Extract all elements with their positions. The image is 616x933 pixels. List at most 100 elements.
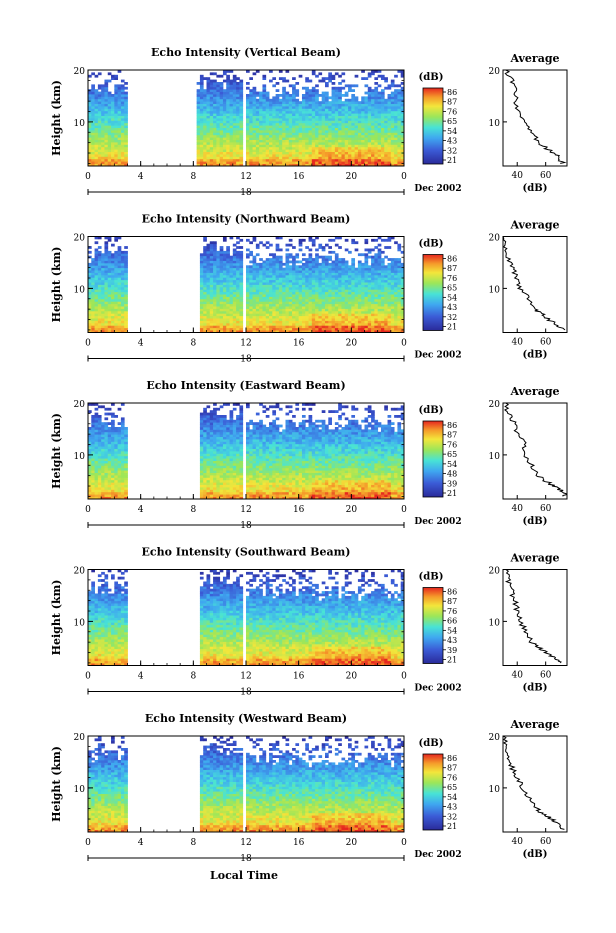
heatmap-cell bbox=[213, 94, 217, 97]
heatmap-cell bbox=[365, 128, 369, 131]
heatmap-cell bbox=[216, 94, 220, 97]
heatmap-cell bbox=[355, 328, 359, 331]
heatmap-cell bbox=[341, 106, 345, 109]
heatmap-cell bbox=[371, 99, 375, 102]
heatmap-cell bbox=[223, 92, 227, 95]
heatmap-cell bbox=[315, 111, 319, 114]
heatmap-cell bbox=[236, 313, 240, 316]
heatmap-cell bbox=[286, 263, 290, 266]
heatmap-cell bbox=[384, 80, 388, 83]
heatmap-cell bbox=[309, 294, 313, 297]
heatmap-cell bbox=[239, 156, 243, 159]
heatmap-cell bbox=[118, 306, 122, 309]
heatmap-cell bbox=[365, 106, 369, 109]
heatmap-cell bbox=[312, 135, 316, 138]
heatmap-cell bbox=[348, 116, 352, 119]
heatmap-cell bbox=[246, 311, 250, 314]
heatmap-cell bbox=[295, 304, 299, 307]
heatmap-cell bbox=[348, 123, 352, 126]
heatmap-cell bbox=[341, 125, 345, 128]
heatmap-cell bbox=[207, 282, 211, 285]
heatmap-cell bbox=[216, 323, 220, 326]
heatmap-cell bbox=[368, 149, 372, 152]
heatmap-cell bbox=[108, 106, 112, 109]
heatmap-cell bbox=[236, 268, 240, 271]
heatmap-cell bbox=[292, 120, 296, 123]
heatmap-cell bbox=[95, 287, 99, 290]
heatmap-cell bbox=[236, 323, 240, 326]
heatmap-cell bbox=[239, 282, 243, 285]
heatmap-cell bbox=[91, 313, 95, 316]
heatmap-cell bbox=[315, 108, 319, 111]
heatmap-cell bbox=[384, 87, 388, 90]
heatmap-cell bbox=[111, 261, 115, 264]
heatmap-cell bbox=[286, 104, 290, 107]
heatmap-cell bbox=[374, 101, 378, 104]
heatmap-cell bbox=[309, 321, 313, 324]
heatmap-cell bbox=[230, 118, 234, 121]
heatmap-cell bbox=[292, 94, 296, 97]
heatmap-cell bbox=[262, 120, 266, 123]
heatmap-cell bbox=[98, 140, 102, 143]
heatmap-cell bbox=[197, 154, 201, 157]
heatmap-cell bbox=[253, 294, 257, 297]
heatmap-cell bbox=[91, 306, 95, 309]
heatmap-cell bbox=[348, 301, 352, 304]
heatmap-cell bbox=[322, 275, 326, 278]
heatmap-cell bbox=[239, 294, 243, 297]
heatmap-cell bbox=[124, 289, 128, 292]
heatmap-cell bbox=[121, 130, 125, 133]
heatmap-cell bbox=[302, 152, 306, 155]
heatmap-cell bbox=[338, 292, 342, 295]
heatmap-cell bbox=[335, 89, 339, 92]
heatmap-cell bbox=[341, 108, 345, 111]
heatmap-cell bbox=[305, 77, 309, 80]
heatmap-cell bbox=[236, 123, 240, 126]
heatmap-cell bbox=[309, 239, 313, 242]
heatmap-cell bbox=[388, 246, 392, 249]
heatmap-cell bbox=[312, 111, 316, 114]
heatmap-cell bbox=[384, 120, 388, 123]
heatmap-cell bbox=[95, 316, 99, 319]
heatmap-cell bbox=[213, 101, 217, 104]
heatmap-cell bbox=[361, 154, 365, 157]
heatmap-cell bbox=[365, 118, 369, 121]
heatmap-cell bbox=[381, 135, 385, 138]
heatmap-cell bbox=[266, 241, 270, 244]
heatmap-cell bbox=[111, 106, 115, 109]
heatmap-cell bbox=[325, 154, 329, 157]
heatmap-cell bbox=[279, 304, 283, 307]
heatmap-cell bbox=[246, 106, 250, 109]
heatmap-cell bbox=[302, 311, 306, 314]
heatmap-cell bbox=[345, 116, 349, 119]
heatmap-cell bbox=[388, 318, 392, 321]
heatmap-cell bbox=[262, 270, 266, 273]
heatmap-cell bbox=[282, 142, 286, 145]
heatmap-cell bbox=[345, 280, 349, 283]
heatmap-cell bbox=[108, 80, 112, 83]
heatmap-cell bbox=[269, 309, 273, 312]
heatmap-cell bbox=[328, 123, 332, 126]
heatmap-cell bbox=[315, 287, 319, 290]
heatmap-cell bbox=[207, 323, 211, 326]
heatmap-cell bbox=[371, 311, 375, 314]
heatmap-cell bbox=[391, 130, 395, 133]
heatmap-cell bbox=[276, 82, 280, 85]
heatmap-cell bbox=[98, 130, 102, 133]
heatmap-cell bbox=[111, 116, 115, 119]
heatmap-cell bbox=[213, 87, 217, 90]
heatmap-cell bbox=[388, 239, 392, 242]
heatmap-cell bbox=[197, 111, 201, 114]
heatmap-cell bbox=[259, 159, 263, 162]
heatmap-cell bbox=[355, 297, 359, 300]
heatmap-cell bbox=[371, 96, 375, 99]
heatmap-cell bbox=[391, 140, 395, 143]
heatmap-cell bbox=[118, 154, 122, 157]
heatmap-cell bbox=[207, 316, 211, 319]
heatmap-cell bbox=[358, 140, 362, 143]
heatmap-cell bbox=[332, 113, 336, 116]
heatmap-cell bbox=[391, 161, 395, 164]
heatmap-cell bbox=[394, 116, 398, 119]
heatmap-cell bbox=[203, 94, 207, 97]
heatmap-cell bbox=[269, 120, 273, 123]
